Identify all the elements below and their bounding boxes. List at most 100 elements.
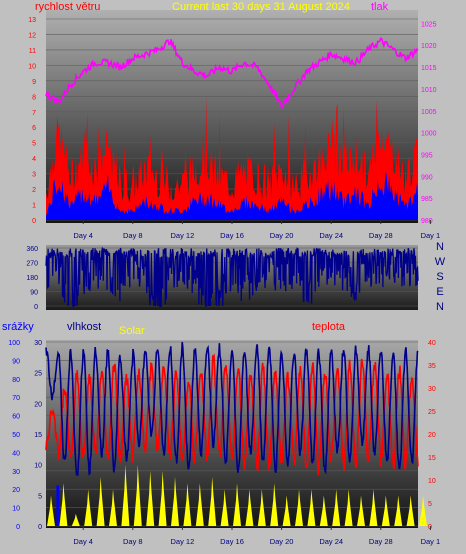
x-tick-label: Day 16: [220, 537, 244, 546]
humidity-tick-label: 5: [38, 493, 42, 500]
temperature-tick-label: 10: [428, 478, 436, 485]
temperature-line: [45, 353, 419, 476]
compass-label: N: [436, 241, 444, 253]
solar-peak: [171, 476, 179, 526]
pressure-tick-label: 1010: [421, 87, 437, 94]
x-tick-label: Day 20: [270, 231, 294, 240]
solar-peak: [319, 495, 328, 526]
pressure-tick-label: 985: [421, 196, 433, 203]
compass-label: S: [436, 271, 443, 283]
temperature-tick-label: 5: [428, 501, 432, 508]
pressure-tick-label: 1020: [421, 43, 437, 50]
x-tick-label: Day 28: [369, 537, 393, 546]
wind-tick-label: 11: [29, 48, 36, 55]
temperature-tick-label: 35: [428, 363, 436, 370]
wind-tick-label: 4: [32, 156, 36, 163]
solar-peak: [307, 489, 316, 526]
solar-peak: [344, 489, 353, 526]
pressure-tick-label: 1025: [421, 21, 437, 28]
x-tick-label: Day 4: [73, 231, 93, 240]
x-tick-label: Day 8: [123, 231, 143, 240]
solar-peak: [47, 495, 55, 526]
humidity-tick-label: 15: [34, 432, 42, 439]
wind-tick-label: 1: [32, 203, 36, 210]
solar-peak: [59, 483, 68, 526]
rain-tick-label: 100: [8, 340, 20, 347]
solar-peak: [406, 495, 415, 526]
solar-peak: [332, 489, 341, 526]
rain-tick-label: 0: [16, 524, 20, 531]
rain-tick-label: 50: [12, 432, 20, 439]
solar-peak: [357, 495, 365, 526]
x-tick-label: Day 12: [171, 231, 195, 240]
solar-peak: [257, 489, 266, 526]
temperature-label: teplota: [312, 321, 346, 333]
wind-gust-area: [46, 95, 418, 220]
rain-tick-label: 30: [12, 469, 20, 476]
direction-tick-label: 360: [26, 246, 38, 253]
solar-peak: [195, 483, 204, 526]
rain-tick-label: 60: [12, 414, 20, 421]
solar-peak: [394, 495, 403, 526]
x-tick-label: Day 28: [369, 231, 393, 240]
solar-peak: [270, 483, 279, 526]
x-tick-label: Day 12: [171, 537, 195, 546]
rain-tick-label: 80: [12, 377, 20, 384]
pressure-tick-label: 1015: [421, 65, 437, 72]
direction-tick-label: 0: [34, 304, 38, 311]
wind-tick-label: 5: [32, 141, 36, 148]
rain-tick-label: 70: [12, 395, 20, 402]
solar-peak: [419, 495, 427, 526]
humidity-tick-label: 30: [34, 340, 42, 347]
pressure-tick-label: 1000: [421, 131, 437, 138]
pressure-tick-label: 995: [421, 152, 433, 159]
wind-tick-label: 9: [32, 79, 36, 86]
solar-peak: [295, 489, 303, 526]
solar-peak: [208, 476, 217, 526]
compass-label: W: [435, 256, 446, 268]
wind-tick-label: 3: [32, 172, 36, 179]
humidity-label: vlhkost: [67, 321, 101, 333]
wind-tick-label: 2: [32, 187, 36, 194]
x-tick-label: Day 24: [319, 231, 343, 240]
direction-tick-label: 180: [26, 275, 38, 282]
compass-label: E: [436, 286, 443, 298]
wind-direction-line: [45, 246, 419, 308]
solar-peak: [381, 495, 390, 526]
solar-peak: [245, 489, 254, 526]
pressure-tick-label: 980: [421, 218, 433, 225]
pressure-line: [45, 37, 419, 111]
pressure-tick-label: 990: [421, 174, 433, 181]
rain-tick-label: 10: [12, 506, 20, 513]
temperature-tick-label: 20: [428, 432, 436, 439]
pressure-label: tlak: [371, 1, 389, 13]
wind-tick-label: 8: [32, 94, 36, 101]
temperature-tick-label: 15: [428, 455, 436, 462]
solar-peak: [220, 489, 229, 526]
plot-layer: 0123456789101112139809859909951000100510…: [8, 17, 445, 546]
x-tick-label: Day 1: [421, 231, 441, 240]
wind-tick-label: 12: [28, 32, 36, 39]
solar-peak: [282, 495, 291, 526]
solar-peak: [158, 470, 167, 526]
x-tick-label: Day 20: [270, 537, 294, 546]
humidity-tick-label: 20: [34, 401, 42, 408]
rain-tick-label: 20: [12, 487, 20, 494]
temperature-tick-label: 25: [428, 409, 436, 416]
x-tick-label: Day 4: [73, 537, 93, 546]
temperature-tick-label: 40: [428, 340, 436, 347]
rain-tick-label: 90: [12, 358, 20, 365]
wind-tick-label: 7: [32, 110, 36, 117]
x-tick-label: Day 24: [319, 537, 343, 546]
temperature-tick-label: 30: [428, 386, 436, 393]
solar-peak: [121, 464, 130, 526]
direction-tick-label: 90: [30, 290, 38, 297]
pressure-tick-label: 1005: [421, 109, 437, 116]
solar-peak: [233, 483, 241, 526]
solar-peak: [133, 464, 142, 526]
rain-label: srážky: [2, 321, 34, 333]
solar-peak: [146, 470, 155, 526]
x-tick-label: Day 16: [220, 231, 244, 240]
solar-peak: [96, 476, 105, 526]
chart-title: Current last 30 days 31 August 2024: [172, 1, 350, 13]
